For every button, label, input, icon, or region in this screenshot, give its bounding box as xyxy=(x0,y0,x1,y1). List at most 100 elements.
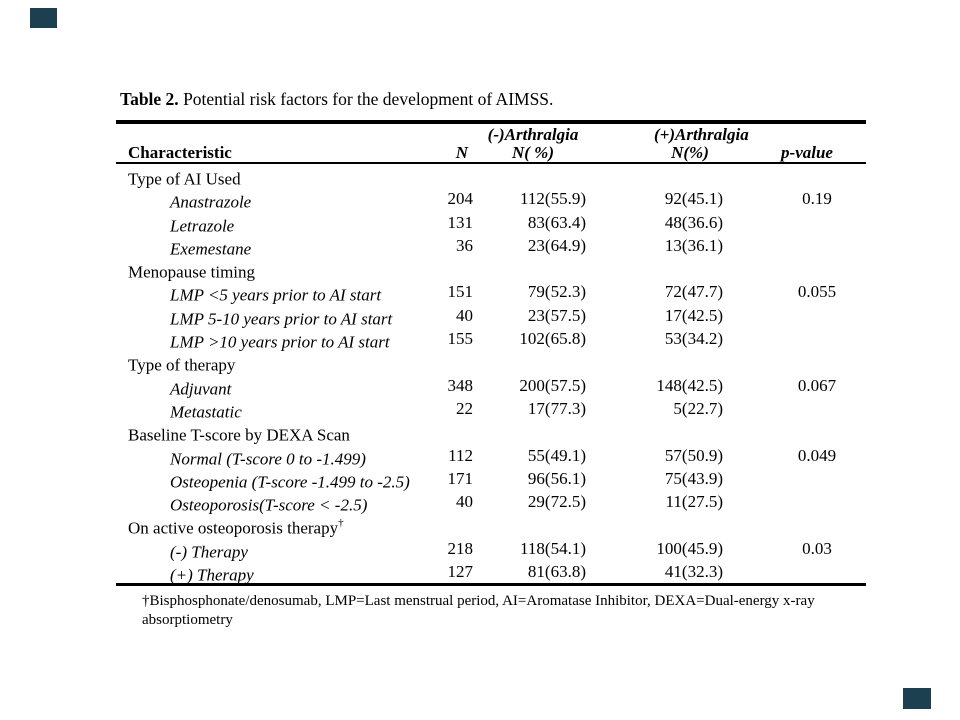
table-rule-top xyxy=(116,120,866,124)
row-label: Osteoporosis(T-score < -2.5) xyxy=(170,495,368,515)
table-row: (+) Therapy 127 81(63.8) 41(32.3) xyxy=(116,560,866,585)
table-row: Adjuvant 348 200(57.5) 148(42.5) 0.067 xyxy=(116,374,866,399)
cell-neg-arthralgia: 29(72.5) xyxy=(527,492,586,512)
corner-decoration-top-left xyxy=(30,8,57,28)
cell-p-value: 0.055 xyxy=(797,282,837,302)
cell-pos-arthralgia: 5(22.7) xyxy=(673,398,723,418)
cell-pos-arthralgia: 72(47.7) xyxy=(664,282,723,302)
table-footnote: †Bisphosphonate/denosumab, LMP=Last mens… xyxy=(142,593,815,628)
table-row: Type of AI Used xyxy=(116,164,866,189)
row-label: Normal (T-score 0 to -1.499) xyxy=(170,449,366,469)
cell-pos-arthralgia: 100(45.9) xyxy=(656,538,723,558)
table-2: Table 2. Potential risk factors for the … xyxy=(116,88,866,629)
cell-n: 36 xyxy=(456,235,473,255)
cell-neg-arthralgia: 17(77.3) xyxy=(527,398,586,418)
table-row: Letrazole 131 83(63.4) 48(36.6) xyxy=(116,211,866,236)
cell-p-value: 0.049 xyxy=(797,445,837,465)
cell-neg-arthralgia: 81(63.8) xyxy=(527,562,586,582)
column-header-pos-arthralgia: (+)Arthralgia N(%) xyxy=(654,125,749,162)
cell-pos-arthralgia: 11(27.5) xyxy=(665,492,723,512)
cell-neg-arthralgia: 83(63.4) xyxy=(527,212,586,232)
table-row: LMP 5-10 years prior to AI start 40 23(5… xyxy=(116,304,866,329)
cell-pos-arthralgia: 53(34.2) xyxy=(664,329,723,349)
cell-n: 204 xyxy=(447,189,474,209)
cell-n: 218 xyxy=(447,538,474,558)
table-row: Baseline T-score by DEXA Scan xyxy=(116,420,866,445)
table-row: Metastatic 22 17(77.3) 5(22.7) xyxy=(116,397,866,422)
dagger-superscript: † xyxy=(338,517,344,530)
row-label: LMP <5 years prior to AI start xyxy=(170,286,382,306)
cell-n: 127 xyxy=(447,562,474,582)
cell-pos-arthralgia: 148(42.5) xyxy=(656,375,723,395)
cell-pos-arthralgia: 41(32.3) xyxy=(664,562,723,582)
cell-neg-arthralgia: 79(52.3) xyxy=(527,282,586,302)
cell-n: 131 xyxy=(447,212,474,232)
row-label: Metastatic xyxy=(170,402,242,422)
cell-neg-arthralgia: 118(54.1) xyxy=(520,538,586,558)
row-label: Baseline T-score by DEXA Scan xyxy=(128,425,350,445)
table-row: Type of therapy xyxy=(116,350,866,375)
row-label: (-) Therapy xyxy=(170,542,248,562)
cell-p-value: 0.03 xyxy=(802,538,832,558)
cell-pos-arthralgia: 48(36.6) xyxy=(664,212,723,232)
cell-n: 155 xyxy=(447,329,474,349)
cell-pos-arthralgia: 57(50.9) xyxy=(664,445,723,465)
row-label: On active osteoporosis therapy† xyxy=(128,517,344,539)
column-header-p-value: p-value xyxy=(781,143,833,162)
row-label: Exemestane xyxy=(170,239,252,259)
table-title: Table 2. Potential risk factors for the … xyxy=(116,88,866,120)
row-label: Type of therapy xyxy=(128,356,236,376)
corner-decoration-bottom-right xyxy=(903,688,931,709)
column-header-n: N xyxy=(455,143,468,162)
cell-pos-arthralgia: 13(36.1) xyxy=(664,235,723,255)
table-rule-bottom xyxy=(116,583,866,587)
table-rule-under-header xyxy=(116,162,866,164)
cell-p-value: 0.19 xyxy=(802,189,832,209)
cell-p-value xyxy=(726,560,866,587)
row-label: LMP 5-10 years prior to AI start xyxy=(170,309,393,329)
row-label: Letrazole xyxy=(170,216,235,236)
cell-pos-arthralgia: 75(43.9) xyxy=(664,468,723,488)
table-row: (-) Therapy 218 118(54.1) 100(45.9) 0.03 xyxy=(116,537,866,562)
table-row: Anastrazole 204 112(55.9) 92(45.1) 0.19 xyxy=(116,187,866,212)
row-label: Menopause timing xyxy=(128,262,256,282)
table-row: Osteoporosis(T-score < -2.5) 40 29(72.5)… xyxy=(116,490,866,515)
column-header-neg-arthralgia: (-)Arthralgia N( %) xyxy=(487,125,579,162)
table-row: On active osteoporosis therapy† xyxy=(116,513,866,538)
table-row: Osteopenia (T-score -1.499 to -2.5) 171 … xyxy=(116,467,866,492)
cell-n: 40 xyxy=(456,492,473,512)
cell-n: 151 xyxy=(447,282,474,302)
cell-n: 348 xyxy=(447,375,474,395)
table-title-prefix: Table 2. xyxy=(120,89,179,109)
table-row: LMP <5 years prior to AI start 151 79(52… xyxy=(116,280,866,305)
table-title-text: Potential risk factors for the developme… xyxy=(178,89,554,109)
cell-neg-arthralgia: 23(57.5) xyxy=(527,305,586,325)
row-label: Type of AI Used xyxy=(128,169,241,189)
table-row: Exemestane 36 23(64.9) 13(36.1) xyxy=(116,234,866,259)
cell-neg-arthralgia: 23(64.9) xyxy=(527,235,586,255)
cell-p-value: 0.067 xyxy=(797,375,837,395)
cell-n: 22 xyxy=(456,398,473,418)
cell-pos-arthralgia: 17(42.5) xyxy=(664,305,723,325)
table-row: LMP >10 years prior to AI start 155 102(… xyxy=(116,327,866,352)
cell-neg-arthralgia: 55(49.1) xyxy=(527,445,586,465)
row-label: Osteopenia (T-score -1.499 to -2.5) xyxy=(170,472,410,492)
cell-n: 171 xyxy=(447,468,474,488)
cell-neg-arthralgia: 96(56.1) xyxy=(527,468,586,488)
table-row: Normal (T-score 0 to -1.499) 112 55(49.1… xyxy=(116,444,866,469)
table-header-row: Characteristic N (-)Arthralgia N( %) (+)… xyxy=(116,124,866,162)
cell-neg-arthralgia: 200(57.5) xyxy=(519,375,586,395)
cell-n: 112 xyxy=(448,445,473,465)
row-label: Anastrazole xyxy=(170,192,252,212)
cell-pos-arthralgia: 92(45.1) xyxy=(664,189,723,209)
row-label: (+) Therapy xyxy=(170,565,254,585)
table-body: Type of AI Used Anastrazole 204 112(55.9… xyxy=(116,164,866,585)
cell-n: 40 xyxy=(456,305,473,325)
table-row: Menopause timing xyxy=(116,257,866,282)
cell-neg-arthralgia: 112(55.9) xyxy=(520,189,586,209)
column-header-characteristic: Characteristic xyxy=(128,143,232,162)
row-label: LMP >10 years prior to AI start xyxy=(170,332,390,352)
row-label: Adjuvant xyxy=(170,379,232,399)
cell-neg-arthralgia: 102(65.8) xyxy=(519,329,586,349)
